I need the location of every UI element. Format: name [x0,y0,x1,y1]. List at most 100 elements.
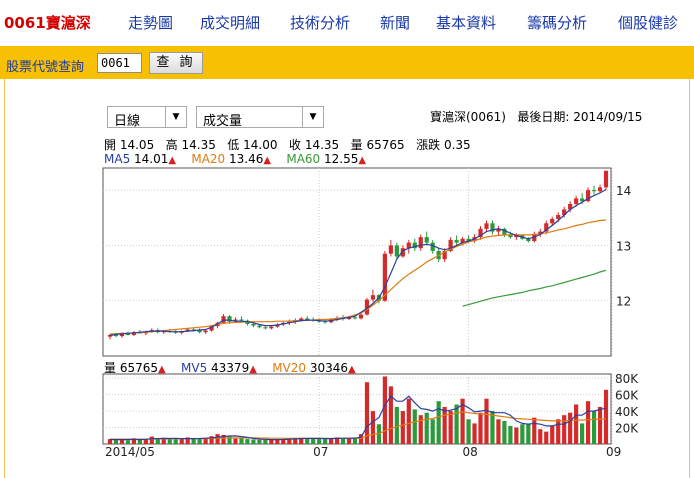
mv5-label: MV5 [181,361,208,375]
low-label: 低 [227,138,240,152]
volume-bar [490,411,495,444]
volume-bar [191,438,196,444]
volume-bar [514,427,519,444]
high-value: 14.35 [181,138,216,152]
volume-bar [574,404,579,444]
volume-bar [323,438,328,444]
volume-bar [370,411,376,444]
candle-body [119,333,125,337]
candle-body [370,295,376,300]
volume-bar [173,439,178,444]
candle-body [502,228,507,236]
volume-bar [251,439,256,444]
nav-tab-diagnosis[interactable]: 個股健診 [618,14,679,32]
up-triangle-icon: ▲ [168,155,177,166]
ma60-label: MA60 [286,152,321,166]
volume-bar [305,438,310,444]
stock-name: 寶滬深(0061) [430,110,506,124]
volume-bar [221,434,226,444]
price-plot-frame [102,167,612,357]
indicator-select[interactable]: 成交量 ▼ [196,106,324,129]
candle-body [257,325,262,328]
volume-bar [496,419,501,444]
volume-bar [508,425,513,444]
ma5-line [109,189,607,337]
volume-bar [233,438,238,444]
candle-body [544,223,549,232]
volume-bar [263,439,268,444]
volume-bar [311,438,316,444]
candle-body [580,198,585,202]
vol-legend-value: 65765 [119,361,159,375]
volume-bar [568,412,573,444]
volume-bar [502,420,507,444]
chevron-down-icon: ▼ [165,107,186,127]
candle-body [526,238,531,241]
volume-bar [478,412,483,444]
candle-body [442,250,447,260]
ma60-value: 12.55 [324,152,359,166]
x-tick-label: 09 [606,445,621,459]
volume-bar [179,438,184,444]
open-label: 開 [104,138,117,152]
ma5-label: MA5 [104,152,131,166]
vol-label: 量 [350,138,363,152]
price-y-tick-label: 14 [616,184,631,198]
nav-tab-chips[interactable]: 籌碼分析 [527,14,588,32]
volume-bar [257,439,262,444]
nav-tab-technical[interactable]: 技術分析 [290,14,351,32]
candle-body [550,218,555,224]
candle-body [113,334,119,337]
volume-bar [364,382,370,444]
candle-body [107,334,113,337]
volume-bar [448,411,453,444]
candle-body [484,223,489,229]
nav-tab-basic-info[interactable]: 基本資料 [436,14,497,32]
volume-bar [167,439,172,444]
candle-body [346,317,352,319]
candle-body [597,187,603,192]
nav-stock-title[interactable]: 0061寶滬深 [4,14,91,32]
low-value: 14.00 [243,138,278,152]
volume-bar [119,439,125,444]
stock-code-input[interactable] [97,53,142,73]
candle-body [538,231,543,235]
nav-tab-news[interactable]: 新聞 [380,14,411,32]
candle-body [412,242,417,249]
candle-body [305,318,310,320]
candle-body [514,235,519,238]
ma20-value: 13.46 [229,152,264,166]
nav-tab-trade-detail[interactable]: 成交明細 [200,14,261,32]
candle-body [454,239,459,243]
volume-bar [352,437,358,444]
candle-body [185,329,190,332]
candle-body [562,209,567,215]
up-triangle-icon: ▲ [158,364,166,375]
mv5-line [109,395,607,441]
volume-bar [424,412,429,444]
high-label: 高 [165,138,178,152]
candle-body [197,330,202,333]
period-select[interactable]: 日線 ▼ [107,106,187,129]
candle-body [430,242,435,251]
query-button[interactable]: 查 詢 [149,52,203,74]
candle-body [131,332,136,335]
volume-bar [412,409,417,444]
volume-bar [580,423,585,444]
volume-bar [597,406,603,444]
candle-body [478,228,483,238]
volume-bar [526,423,531,444]
volume-bar [382,376,387,444]
ma20-label: MA20 [191,152,226,166]
close-value: 14.35 [304,138,340,152]
candle-body [460,238,465,243]
up-triangle-icon: ▲ [249,364,257,375]
candle-body [394,245,399,257]
price-y-tick-label: 12 [616,295,631,309]
volume-bar [388,386,393,444]
nav-tab-trend[interactable]: 走勢圖 [128,14,174,32]
volume-bar [299,437,304,444]
candle-body [251,323,256,326]
candle-body [299,318,304,321]
